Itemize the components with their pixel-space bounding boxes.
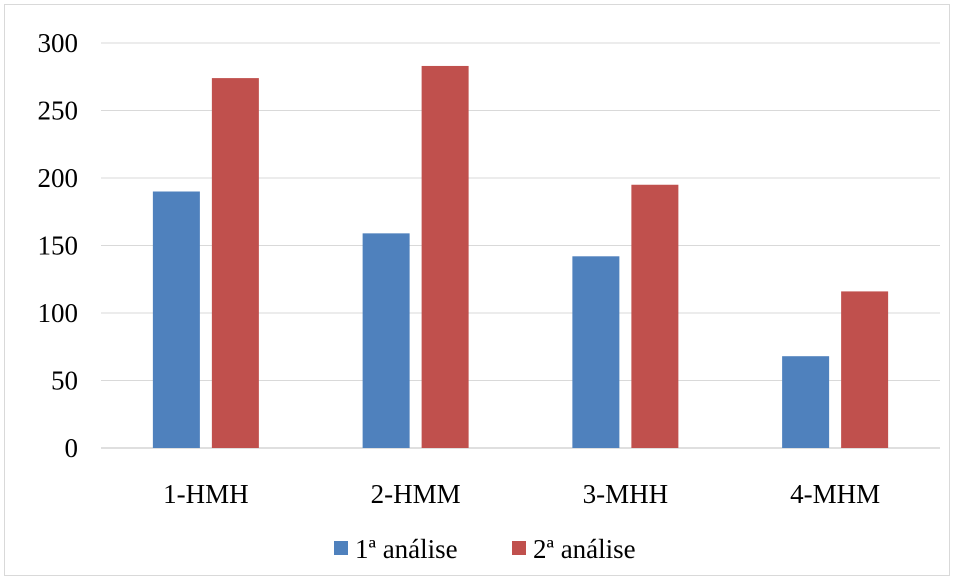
y-tick-label: 250 [38,96,79,126]
legend-label-2: 2ª análise [533,534,636,564]
bars [152,65,889,448]
bar-2-3-mhh [631,184,679,448]
x-axis-categories: 1-HMH 2-HMM 3-MHH 4-MHM [163,479,880,509]
bar-2-1-hmh [211,78,259,448]
bar-1-2-hmm [362,233,410,448]
category-label: 1-HMH [163,479,249,509]
legend-swatch-1 [334,541,348,555]
y-tick-label: 100 [38,298,79,328]
bar-2-4-mhm [841,291,889,448]
bar-1-4-mhm [782,356,830,448]
y-tick-label: 150 [38,231,79,261]
legend: 1ª análise 2ª análise [334,534,636,564]
y-tick-label: 200 [38,163,79,193]
category-label: 2-HMM [371,479,461,509]
legend-label-1: 1ª análise [355,534,458,564]
category-label: 3-MHH [583,479,669,509]
bar-1-3-mhh [572,256,620,448]
bar-1-1-hmh [152,191,200,448]
bar-2-2-hmm [421,65,469,448]
y-axis-ticks: 0 50 100 150 200 250 300 [38,28,79,463]
y-tick-label: 0 [65,433,79,463]
y-tick-label: 50 [51,366,78,396]
category-label: 4-MHM [790,479,880,509]
y-tick-label: 300 [38,28,79,58]
legend-swatch-2 [512,541,526,555]
